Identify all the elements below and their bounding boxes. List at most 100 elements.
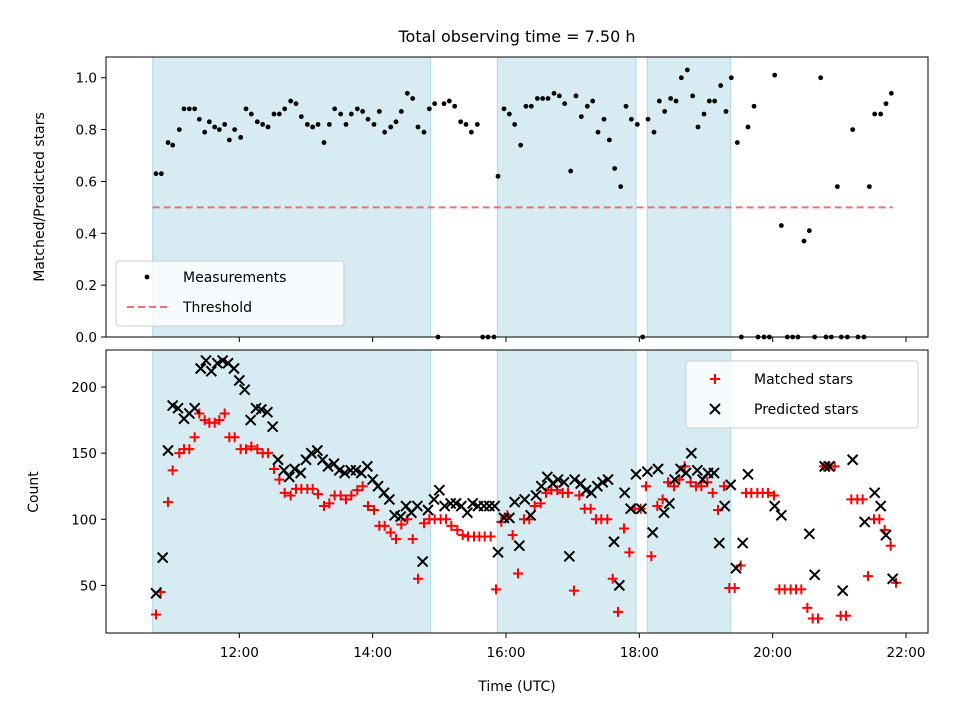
bottom-plot-frame (105, 349, 929, 634)
predicted-star-point (492, 546, 504, 559)
matched-star-point (335, 490, 346, 501)
measurement-point (192, 106, 198, 112)
measurement-point (540, 96, 546, 101)
matched-star-point (569, 585, 579, 596)
measurement-point (298, 114, 304, 120)
matched-star-point (641, 481, 651, 492)
top-y-axis-label: Matched/Predicted stars (32, 112, 48, 282)
measurement-point (474, 122, 480, 127)
predicted-star-point (156, 551, 169, 564)
matched-star-point (313, 489, 323, 500)
predicted-star-point (200, 354, 212, 367)
measurement-point (398, 109, 404, 114)
predicted-star-point (322, 460, 334, 473)
measurement-point (506, 111, 512, 117)
predicted-star-point (618, 487, 631, 499)
measurement-point (495, 173, 501, 179)
top-plot-frame (105, 56, 929, 338)
predicted-star-point (858, 516, 871, 528)
measurement-point (728, 75, 734, 81)
measurement-point (772, 72, 778, 78)
measurement-point (348, 111, 354, 117)
measurement-point (518, 142, 524, 148)
measurement-point (568, 168, 574, 174)
matched-star-point (585, 503, 596, 514)
predicted-star-point (383, 493, 396, 506)
measurement-point (872, 111, 878, 117)
predicted-star-point (658, 506, 670, 519)
measurement-point (551, 90, 557, 96)
predicted-star-point (255, 403, 268, 416)
predicted-star-point (283, 471, 296, 483)
predicted-star-point (305, 447, 318, 459)
measurement-point (512, 122, 518, 127)
bottom-y-axis-label: Count (26, 471, 42, 513)
predicted-star-point (742, 468, 754, 481)
matched-star-point (407, 534, 418, 545)
matched-star-point (307, 483, 318, 494)
matched-star-point (184, 444, 195, 455)
measurement-point (332, 106, 338, 112)
matched-star-point (829, 461, 840, 472)
predicted-star-point (478, 500, 490, 512)
measurement-point (212, 124, 218, 130)
predicted-star-point (630, 468, 642, 481)
measurement-point (651, 129, 657, 135)
measurement-point (656, 98, 662, 104)
matched-star-point (279, 487, 290, 498)
predicted-star-point (288, 463, 301, 475)
measurement-point (734, 140, 740, 145)
measurement-point (226, 137, 232, 143)
matched-star-point (441, 514, 451, 525)
measurement-point (254, 119, 260, 125)
matched-star-point (446, 520, 457, 531)
matched-star-point (413, 573, 423, 584)
observing-window-band (152, 349, 432, 634)
y-tick-label: 50 (80, 578, 97, 594)
predicted-stars-points (150, 354, 899, 600)
matched-star-point (669, 481, 679, 492)
matched-star-point (341, 494, 351, 505)
predicted-star-point (233, 374, 246, 387)
predicted-star-point (613, 579, 626, 592)
matched-star-point (241, 444, 251, 455)
matched-star-point (863, 571, 873, 582)
measurement-point (883, 101, 889, 107)
measurement-point (723, 109, 729, 114)
matched-star-point (167, 465, 178, 476)
predicted-star-point (411, 500, 424, 512)
matched-star-point (719, 481, 729, 492)
predicted-star-point (775, 509, 788, 522)
measurement-point (165, 140, 171, 145)
y-tick-label: 200 (71, 380, 97, 396)
predicted-star-point (416, 555, 429, 568)
legend-predicted-marker (709, 403, 721, 415)
bottom-y-axis: 50 100 150 200 (71, 380, 106, 594)
predicted-star-point (718, 500, 731, 512)
measurement-point (668, 96, 674, 101)
measurement-point (382, 129, 388, 135)
matched-star-point (151, 609, 161, 620)
predicted-star-point (680, 467, 692, 479)
predicted-star-point (663, 497, 676, 510)
measurement-point (260, 122, 266, 127)
matched-star-point (319, 501, 329, 512)
measurement-point (468, 129, 474, 135)
measurement-point (606, 137, 612, 143)
matched-star-point (269, 464, 279, 475)
matched-star-point (485, 531, 496, 542)
matched-star-point (857, 494, 868, 505)
measurement-point (834, 184, 840, 190)
measurement-point (534, 96, 540, 101)
matched-star-point (457, 530, 468, 541)
predicted-star-point (513, 540, 526, 552)
matched-star-point (163, 497, 173, 508)
predicted-star-point (394, 510, 407, 523)
measurement-point (404, 90, 410, 96)
measurement-point (186, 106, 192, 112)
matched-star-point (346, 490, 357, 501)
matched-star-point (491, 584, 501, 595)
matched-star-point (357, 481, 368, 492)
matched-star-point (696, 481, 707, 492)
x-tick-label: 22:00 (887, 645, 926, 661)
